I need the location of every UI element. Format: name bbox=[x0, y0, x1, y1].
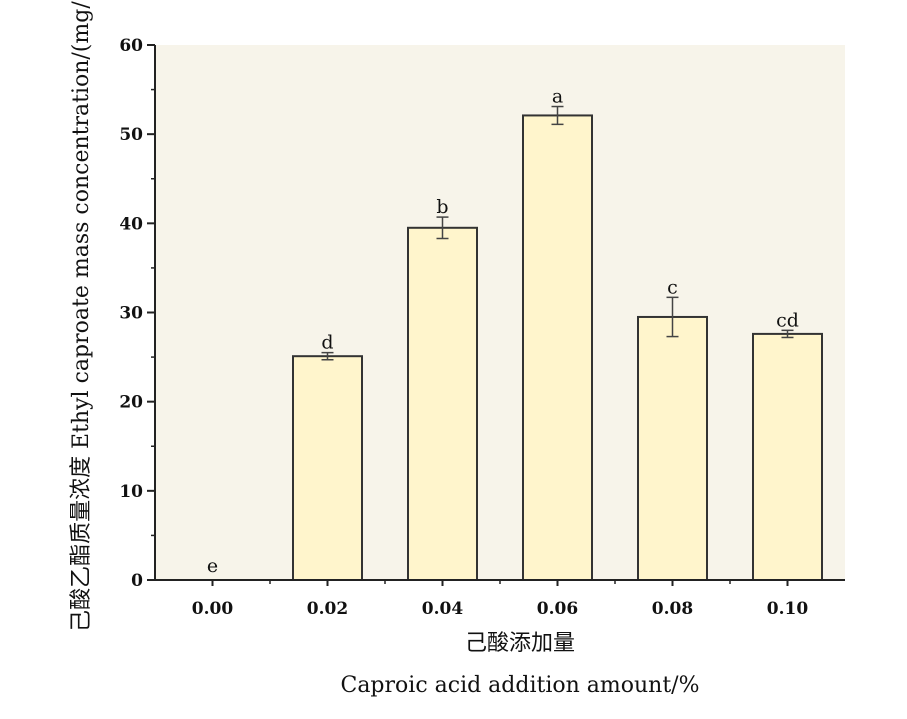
x-tick-label: 0.08 bbox=[652, 599, 693, 619]
y-tick-label: 30 bbox=[119, 304, 143, 324]
plot-background bbox=[155, 45, 845, 580]
significance-label: cd bbox=[776, 309, 799, 331]
x-tick-label: 0.00 bbox=[192, 599, 234, 619]
significance-label: a bbox=[552, 86, 563, 108]
y-axis-title: 己酸乙酯质量浓度 Ethyl caproate mass concentrati… bbox=[69, 0, 94, 632]
x-axis-title-en: Caproic acid addition amount/% bbox=[340, 673, 699, 698]
y-tick-label: 50 bbox=[119, 125, 143, 145]
bars-layer bbox=[292, 105, 823, 582]
significance-label: c bbox=[667, 276, 678, 298]
y-tick-label: 0 bbox=[131, 571, 143, 591]
significance-label: d bbox=[321, 332, 333, 354]
bar bbox=[522, 114, 593, 581]
x-tick-label: 0.04 bbox=[422, 599, 464, 619]
x-tick-label: 0.10 bbox=[767, 599, 809, 619]
x-axis-title-cn: 己酸添加量 bbox=[465, 631, 575, 656]
y-tick-label: 20 bbox=[119, 393, 143, 413]
y-tick-label: 10 bbox=[119, 482, 143, 502]
axes-layer bbox=[147, 44, 845, 586]
x-tick-label: 0.02 bbox=[307, 599, 348, 619]
significance-label: b bbox=[436, 196, 448, 218]
bar bbox=[752, 332, 823, 581]
bar bbox=[292, 355, 363, 582]
significance-label: e bbox=[207, 555, 218, 577]
y-tick-label: 40 bbox=[119, 214, 143, 234]
bar bbox=[637, 315, 708, 581]
bar bbox=[407, 226, 478, 582]
y-tick-label: 60 bbox=[119, 36, 143, 56]
labels-layer: e 0.00 d 0.02 b 0.04 a 0.06 c 0.08 cd 0.10 0 10 20 30 40… bbox=[119, 36, 808, 619]
x-tick-label: 0.06 bbox=[537, 599, 578, 619]
